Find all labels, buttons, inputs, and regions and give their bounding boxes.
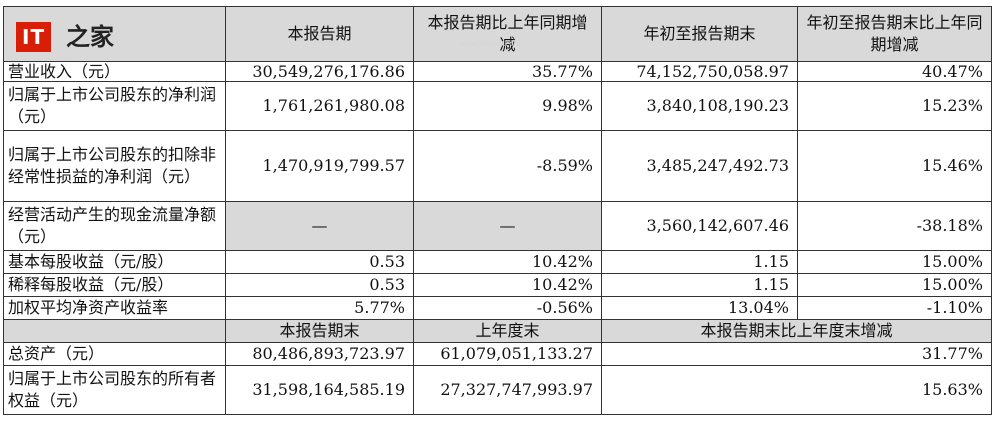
cell-value: 40.47% [797, 61, 992, 82]
cell-value: 5.77% [225, 296, 414, 320]
cell-value: 1.15 [601, 273, 798, 297]
cell-value: 0.53 [225, 250, 414, 274]
cell-value: 35.77% [413, 61, 602, 82]
cell-value: 31.77% [601, 342, 992, 366]
header-current-period-yoy: 本报告期比上年同期增减 [413, 6, 602, 62]
subheader-corner-cell [3, 319, 226, 343]
table-row: 总资产（元） 80,486,893,723.97 61,079,051,133.… [3, 342, 992, 366]
header-corner-cell: IT 之家 [3, 6, 226, 62]
row-label: 基本每股收益（元/股） [3, 250, 226, 274]
row-label: 营业收入（元） [3, 61, 226, 82]
row-label: 经营活动产生的现金流量净额（元） [3, 201, 226, 251]
cell-value: 3,485,247,492.73 [601, 130, 798, 202]
cell-value: 74,152,750,058.97 [601, 61, 798, 82]
cell-value: 30,549,276,176.86 [225, 61, 414, 82]
table-row: 基本每股收益（元/股） 0.53 10.42% 1.15 15.00% [3, 250, 992, 274]
cell-value: 27,327,747,993.97 [413, 365, 602, 415]
cell-value: 0.53 [225, 273, 414, 297]
cell-value: 13.04% [601, 296, 798, 320]
table-row: 加权平均净资产收益率 5.77% -0.56% 13.04% -1.10% [3, 296, 992, 320]
cell-value: 15.63% [601, 365, 992, 415]
cell-value-dash: — [225, 201, 414, 251]
cell-value: -1.10% [797, 296, 992, 320]
subheader-last-year-end: 上年度末 [413, 319, 602, 343]
row-label: 稀释每股收益（元/股） [3, 273, 226, 297]
header-ytd-yoy: 年初至报告期末比上年同期增减 [797, 6, 992, 62]
table-row: 归属于上市公司股东的净利润（元） 1,761,261,980.08 9.98% … [3, 81, 992, 131]
cell-value: 15.23% [797, 81, 992, 131]
cell-value: 1.15 [601, 250, 798, 274]
row-label: 归属于上市公司股东的扣除非经常性损益的净利润（元） [3, 130, 226, 202]
subheader-change: 本报告期末比上年度末增减 [601, 319, 992, 343]
table-row: 经营活动产生的现金流量净额（元） — — 3,560,142,607.46 -3… [3, 201, 992, 251]
row-label: 归属于上市公司股东的所有者权益（元） [3, 365, 226, 415]
cell-value: 1,470,919,799.57 [225, 130, 414, 202]
cell-value: 1,761,261,980.08 [225, 81, 414, 131]
row-label: 归属于上市公司股东的净利润（元） [3, 81, 226, 131]
cell-value: 3,840,108,190.23 [601, 81, 798, 131]
header-current-period: 本报告期 [225, 6, 414, 62]
cell-value: -0.56% [413, 296, 602, 320]
logo-chinese-text: 之家 [66, 23, 114, 51]
cell-value: -8.59% [413, 130, 602, 202]
cell-value: 61,079,051,133.27 [413, 342, 602, 366]
table-row: 归属于上市公司股东的扣除非经常性损益的净利润（元） 1,470,919,799.… [3, 130, 992, 202]
row-label: 总资产（元） [3, 342, 226, 366]
cell-value: 3,560,142,607.46 [601, 201, 798, 251]
cell-value-dash: — [413, 201, 602, 251]
cell-value: 15.46% [797, 130, 992, 202]
cell-value: 15.00% [797, 250, 992, 274]
financial-summary-table: IT 之家 本报告期 本报告期比上年同期增减 年初至报告期末 年初至报告期末比上… [3, 6, 992, 415]
row-label: 加权平均净资产收益率 [3, 296, 226, 320]
header-ytd: 年初至报告期末 [601, 6, 798, 62]
logo-it-mark: IT [16, 22, 52, 52]
subheader-period-end: 本报告期末 [225, 319, 414, 343]
table-row: 营业收入（元） 30,549,276,176.86 35.77% 74,152,… [3, 61, 992, 82]
watermark-text: www.ithome.com [460, 40, 521, 48]
cell-value: 10.42% [413, 250, 602, 274]
ithome-logo: IT 之家 [10, 14, 219, 54]
cell-value: -38.18% [797, 201, 992, 251]
cell-value: 80,486,893,723.97 [225, 342, 414, 366]
table-row: 归属于上市公司股东的所有者权益（元） 31,598,164,585.19 27,… [3, 365, 992, 415]
cell-value: 15.00% [797, 273, 992, 297]
table-header-row: IT 之家 本报告期 本报告期比上年同期增减 年初至报告期末 年初至报告期末比上… [3, 6, 992, 62]
cell-value: 10.42% [413, 273, 602, 297]
table-row: 稀释每股收益（元/股） 0.53 10.42% 1.15 15.00% [3, 273, 992, 297]
cell-value: 9.98% [413, 81, 602, 131]
cell-value: 31,598,164,585.19 [225, 365, 414, 415]
table-subheader-row: 本报告期末 上年度末 本报告期末比上年度末增减 [3, 319, 992, 343]
